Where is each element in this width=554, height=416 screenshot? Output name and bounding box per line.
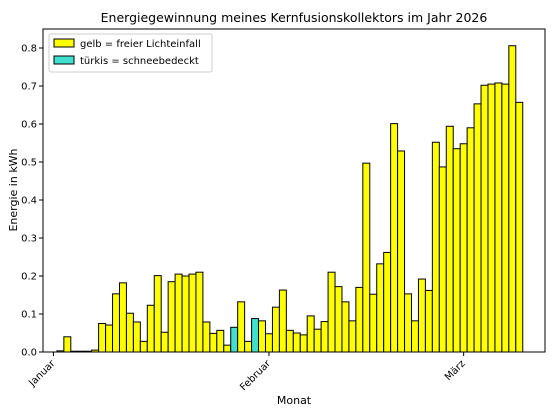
bar-day-36 — [292, 332, 301, 353]
y-tick-label: 0.5 — [21, 158, 37, 169]
bar-day-20 — [181, 275, 190, 353]
bar-day-44 — [348, 320, 357, 353]
bar-day-48 — [376, 263, 385, 353]
legend: gelb = freier Lichteinfall türkis = schn… — [48, 33, 213, 73]
bar-day-34 — [278, 289, 287, 353]
bar-day-15 — [146, 304, 155, 353]
chart-title: Energiegewinnung meines Kernfusionskolle… — [101, 10, 488, 25]
bar-day-47 — [369, 293, 378, 353]
bar-day-64 — [487, 83, 496, 353]
legend-label-yellow: gelb = freier Lichteinfall — [80, 39, 201, 50]
bar-day-37 — [299, 334, 308, 353]
bar-day-11 — [118, 282, 127, 353]
bar-day-8 — [98, 323, 107, 353]
bar-day-19 — [174, 273, 183, 353]
y-axis: 0.0 0.1 0.2 0.3 0.4 0.5 0.6 0.7 0.8 — [21, 44, 43, 359]
bar-day-60 — [459, 143, 468, 353]
bar-day-50 — [390, 123, 399, 353]
bar-day-42 — [334, 286, 343, 353]
bar-day-55 — [424, 289, 433, 353]
bar-day-51 — [397, 150, 406, 353]
bar-day-17 — [160, 331, 169, 353]
y-tick-label: 0.1 — [21, 310, 37, 321]
bar-day-12 — [125, 312, 134, 353]
bar-day-22 — [195, 271, 204, 353]
bar-day-14 — [139, 340, 148, 353]
legend-box — [48, 33, 213, 73]
bar-day-61 — [466, 127, 475, 353]
bar-day-18 — [167, 281, 176, 353]
y-tick-label: 0.2 — [21, 272, 37, 283]
legend-label-turquoise: türkis = schneebedeckt — [80, 56, 199, 67]
legend-swatch-turquoise — [53, 55, 75, 65]
bar-day-10 — [112, 293, 120, 353]
bar-day-56 — [431, 141, 440, 353]
x-axis-label: Monat — [277, 394, 312, 407]
bar-day-67 — [508, 45, 517, 353]
bar-day-54 — [417, 278, 426, 353]
bar-day-31 — [258, 320, 266, 353]
bar-day-24 — [209, 332, 218, 353]
bar-day-38 — [306, 315, 315, 353]
bar-day-68 — [515, 101, 524, 353]
bar-day-13 — [132, 321, 141, 353]
bar-day-32 — [264, 333, 273, 353]
bar-day-49 — [383, 251, 392, 353]
bar-day-62 — [473, 103, 482, 353]
bar-day-25 — [216, 329, 225, 353]
bar-day-53 — [411, 320, 419, 353]
bar-day-39 — [313, 328, 322, 353]
bar-day-26 — [223, 344, 232, 353]
y-tick-label: 0.4 — [21, 196, 37, 207]
bar-day-40 — [320, 321, 329, 353]
bar-day-43 — [341, 301, 350, 353]
bar-day-59 — [452, 148, 461, 353]
y-tick-label: 0.7 — [21, 82, 37, 93]
bar-day-21 — [188, 273, 197, 353]
bar-day-29 — [244, 340, 253, 353]
legend-swatch-yellow — [53, 38, 75, 48]
y-axis-label: Energie in kWh — [7, 148, 20, 231]
bar-day-9 — [105, 324, 114, 353]
bar-day-65 — [494, 82, 503, 353]
y-tick-label: 0.0 — [21, 348, 37, 359]
y-tick-label: 0.6 — [21, 120, 37, 131]
bar-day-3 — [63, 336, 72, 353]
bars-group — [56, 45, 524, 353]
plot-area-frame — [42, 28, 546, 353]
bar-day-66 — [501, 83, 510, 353]
bar-day-57 — [438, 166, 447, 353]
bar-day-16 — [153, 275, 162, 353]
y-tick-label: 0.8 — [21, 44, 37, 55]
bar-day-41 — [327, 271, 336, 353]
bar-day-35 — [285, 329, 294, 353]
bar-day-52 — [404, 293, 412, 353]
bar-day-45 — [355, 286, 364, 353]
bar-day-28 — [237, 301, 246, 353]
bar-day-27 — [230, 326, 239, 353]
bar-day-58 — [445, 125, 454, 353]
bar-day-33 — [271, 306, 280, 353]
bar-day-30 — [251, 318, 260, 353]
bar-day-63 — [480, 84, 489, 353]
y-tick-label: 0.3 — [21, 234, 37, 245]
bar-day-46 — [362, 162, 371, 353]
bar-day-23 — [202, 321, 211, 353]
